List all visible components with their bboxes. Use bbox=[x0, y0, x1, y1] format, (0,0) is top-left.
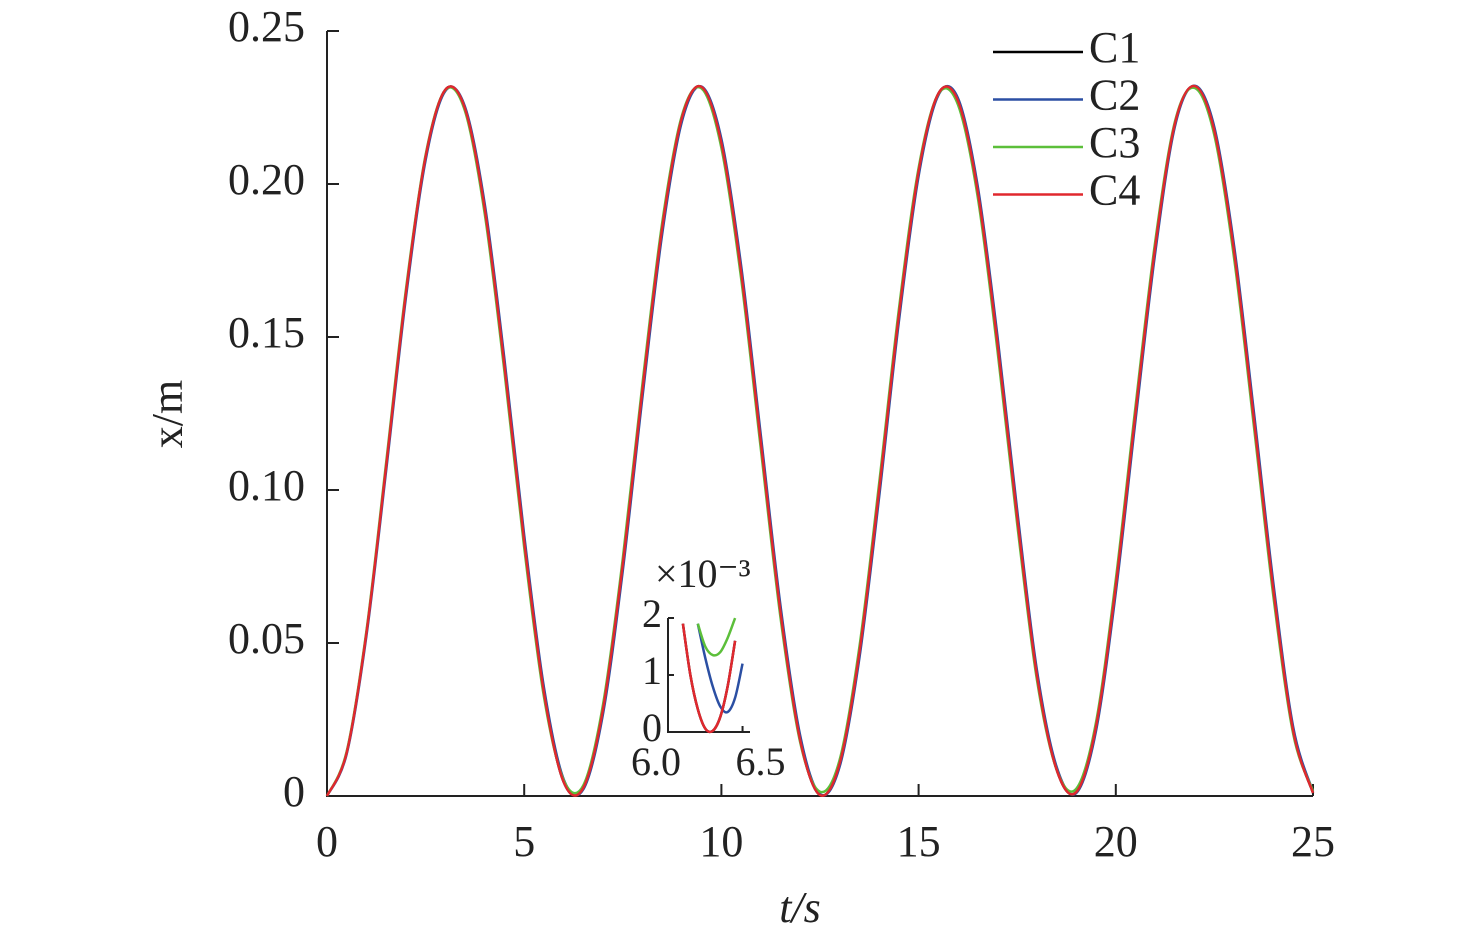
series-line bbox=[325, 84, 1315, 797]
y-tick-label: 0.10 bbox=[228, 461, 305, 510]
y-tick-label: 2 bbox=[642, 591, 662, 636]
legend-label: C2 bbox=[1089, 71, 1140, 120]
plot-area bbox=[681, 617, 744, 734]
series-line bbox=[325, 84, 1315, 797]
x-tick-label: 0 bbox=[316, 817, 338, 866]
x-tick-label: 25 bbox=[1291, 817, 1335, 866]
x-tick-label: 5 bbox=[513, 817, 535, 866]
x-tick-label: 10 bbox=[699, 817, 743, 866]
inset-multiplier: ×10⁻³ bbox=[655, 551, 751, 596]
series-line bbox=[325, 84, 1315, 797]
legend-label: C4 bbox=[1089, 166, 1140, 215]
y-tick-label: 0.25 bbox=[228, 2, 305, 51]
y-tick-label: 0 bbox=[642, 705, 662, 750]
series-line bbox=[696, 623, 744, 714]
x-tick-label: 6.5 bbox=[736, 739, 786, 784]
y-tick-label: 0.05 bbox=[228, 614, 305, 663]
x-tick-label: 15 bbox=[897, 817, 941, 866]
series-line bbox=[696, 617, 737, 657]
y-tick-label: 0.15 bbox=[228, 308, 305, 357]
x-axis-label: t/s bbox=[779, 883, 821, 932]
y-axis-label: x/m bbox=[143, 380, 192, 448]
series-line bbox=[325, 85, 1315, 797]
y-tick-label: 0 bbox=[283, 767, 305, 816]
plot-area bbox=[325, 84, 1315, 797]
y-tick-label: 1 bbox=[642, 648, 662, 693]
y-tick-label: 0.20 bbox=[228, 155, 305, 204]
legend-label: C1 bbox=[1089, 23, 1140, 72]
x-tick-label: 6.0 bbox=[631, 739, 681, 784]
x-tick-label: 20 bbox=[1094, 817, 1138, 866]
legend-label: C3 bbox=[1089, 118, 1140, 167]
series-line bbox=[681, 623, 737, 734]
